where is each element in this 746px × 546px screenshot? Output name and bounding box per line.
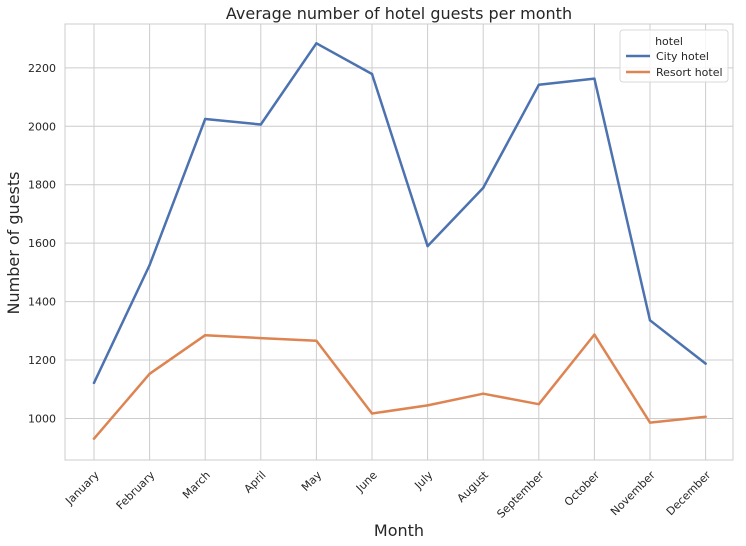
data-point: [648, 421, 652, 424]
legend-box: [619, 29, 729, 83]
data-point: [482, 186, 485, 190]
series-city-hotel: [92, 42, 707, 385]
y-tick-label: 1800: [28, 179, 56, 192]
series-resort-hotel: [92, 333, 707, 440]
data-point: [704, 362, 707, 365]
y-axis-title: Number of guests: [4, 172, 23, 315]
data-point: [648, 319, 652, 322]
data-point: [148, 263, 151, 267]
plot-area-frame: [64, 23, 734, 461]
y-tick-label: 2200: [28, 62, 56, 75]
x-axis-title: Month: [374, 521, 424, 540]
data-point: [204, 334, 207, 337]
chart-title: Average number of hotel guests per month: [226, 4, 572, 23]
data-point: [537, 402, 540, 406]
legend: hotel City hotel Resort hotel: [619, 29, 729, 83]
data-point: [315, 339, 318, 342]
data-point: [426, 404, 429, 407]
series-line-resort-hotel: [92, 333, 707, 440]
data-point: [593, 77, 596, 80]
data-point: [537, 83, 540, 86]
series-line-city-hotel: [92, 42, 707, 385]
data-point: [482, 392, 485, 395]
y-axis-ticks: 1000 1200 1400 1600 1800 2000 2200: [28, 62, 56, 426]
data-point: [426, 244, 429, 248]
legend-label: City hotel: [656, 50, 709, 63]
y-tick-label: 2000: [28, 120, 56, 133]
data-point: [92, 437, 96, 440]
legend-items: City hotel Resort hotel: [626, 50, 723, 79]
data-point: [204, 117, 207, 121]
data-point: [370, 72, 374, 76]
series-lines: [92, 42, 707, 440]
data-point: [370, 412, 374, 415]
y-tick-label: 1000: [28, 413, 56, 426]
data-point: [593, 333, 596, 336]
y-tick-label: 1400: [28, 296, 56, 309]
data-point: [92, 381, 96, 385]
data-point: [148, 372, 151, 375]
legend-label: Resort hotel: [656, 66, 723, 79]
y-tick-label: 1200: [28, 354, 56, 367]
data-point: [704, 415, 707, 418]
data-point: [259, 336, 262, 340]
data-point: [259, 123, 262, 126]
y-tick-label: 1600: [28, 237, 56, 250]
legend-title: hotel: [655, 35, 683, 48]
data-point: [315, 42, 318, 45]
